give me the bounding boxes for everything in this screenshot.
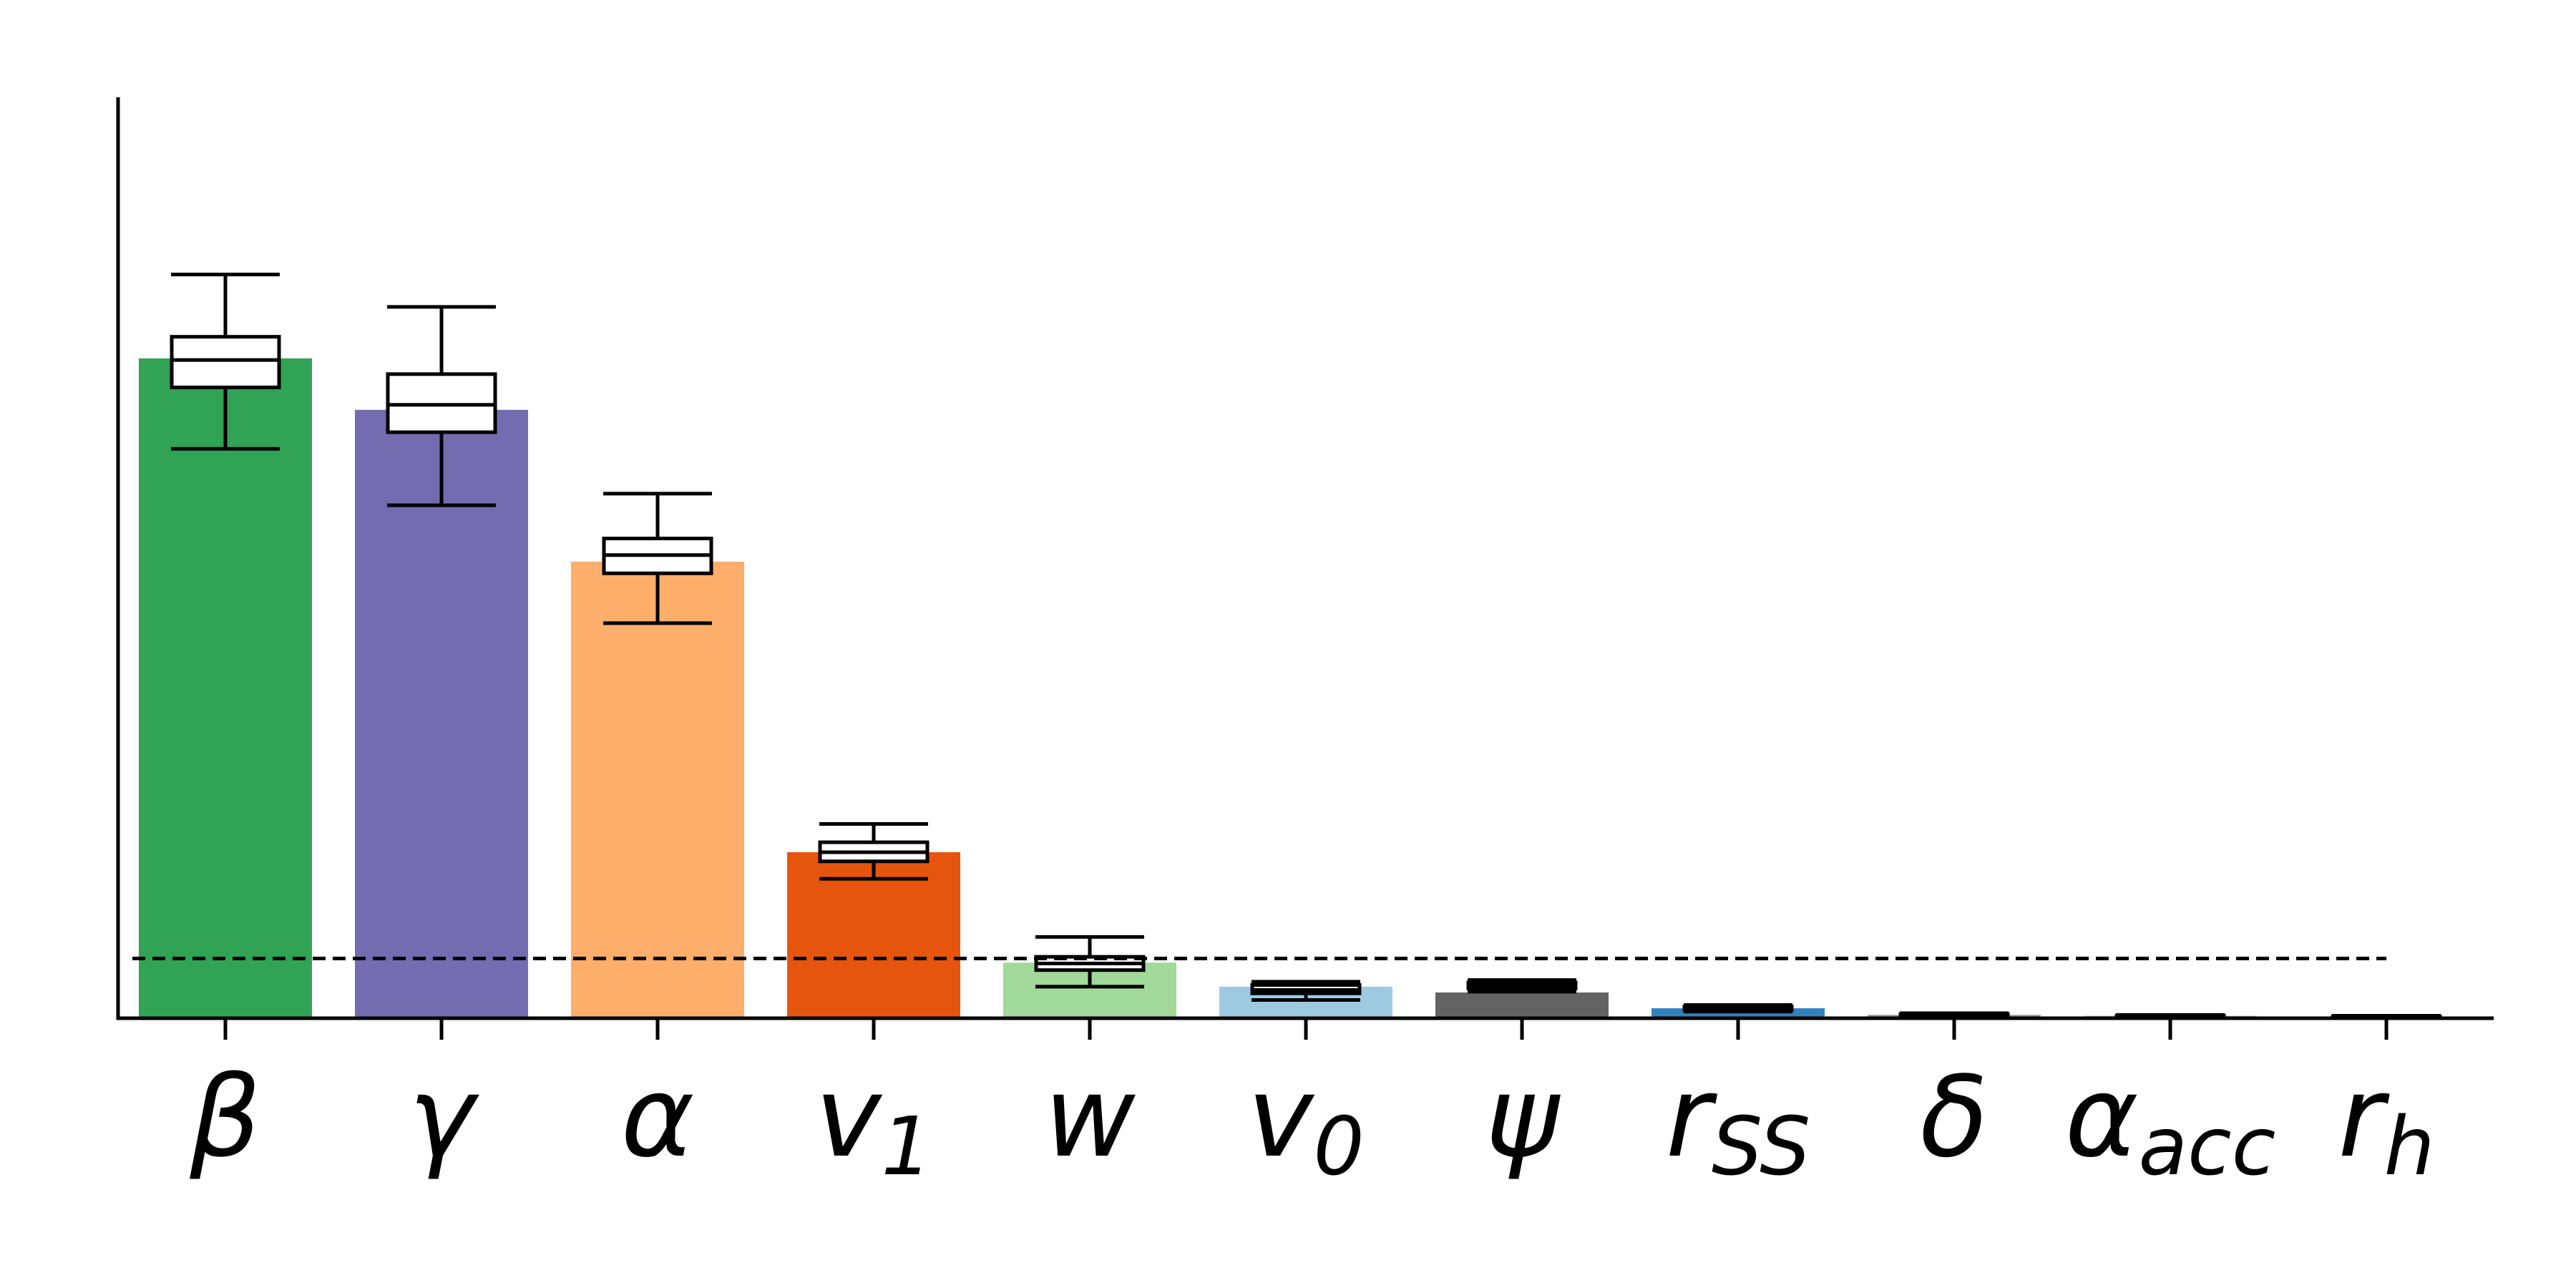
x-tick-label-base-8: δ xyxy=(1920,1052,1988,1182)
bar-6 xyxy=(1435,992,1609,1018)
box-0 xyxy=(170,335,281,389)
boxplot-0 xyxy=(170,273,281,451)
x-tick-label-2: α xyxy=(621,1052,695,1182)
x-tick-label-3: v1 xyxy=(815,1052,932,1194)
boxplot-1 xyxy=(386,305,497,507)
x-tick-label-base-2: α xyxy=(621,1052,695,1182)
x-tick-label-9: αacc xyxy=(2065,1052,2276,1194)
boxplot-5 xyxy=(1250,980,1362,1002)
x-tick-label-0: β xyxy=(189,1052,261,1182)
x-tick-label-base-9: α xyxy=(2065,1052,2139,1182)
boxplot-7 xyxy=(1682,1002,1794,1014)
x-tick-label-base-10: r xyxy=(2338,1052,2390,1182)
x-tick-label-base-4: w xyxy=(1044,1052,1136,1182)
x-tick-label-10: rh xyxy=(2338,1052,2434,1194)
boxplot-2 xyxy=(602,492,713,625)
bar-2 xyxy=(571,562,744,1018)
x-ticks-layer xyxy=(223,1018,2389,1040)
x-tick-label-subscript-3: 1 xyxy=(882,1101,932,1194)
x-tick-label-6: ψ xyxy=(1485,1052,1561,1182)
x-tick-label-subscript-5: 0 xyxy=(1314,1101,1365,1194)
boxplot-6 xyxy=(1466,978,1578,994)
x-tick-label-base-0: β xyxy=(189,1052,261,1182)
boxplot-8 xyxy=(1898,1011,2010,1019)
x-tick-label-subscript-10: h xyxy=(2384,1101,2435,1194)
x-tick-label-base-6: ψ xyxy=(1485,1052,1561,1182)
x-tick-label-7: rSS xyxy=(1666,1052,1810,1194)
x-tick-label-subscript-9: acc xyxy=(2139,1101,2276,1194)
x-tick-label-base-1: γ xyxy=(409,1052,480,1182)
bar-1 xyxy=(355,409,528,1018)
x-tick-label-1: γ xyxy=(409,1052,480,1182)
x-tick-labels-layer: β γ α v1 w v0 ψ rSS δ αacc rh xyxy=(189,1052,2434,1194)
x-tick-label-5: v0 xyxy=(1247,1052,1365,1194)
x-tick-label-subscript-7: SS xyxy=(1712,1101,1810,1194)
x-tick-label-8: δ xyxy=(1920,1052,1988,1182)
x-tick-label-base-3: v xyxy=(815,1052,883,1182)
x-tick-label-base-7: r xyxy=(1666,1052,1718,1182)
x-tick-label-base-5: v xyxy=(1247,1052,1315,1182)
boxplot-3 xyxy=(818,822,930,881)
bar-0 xyxy=(139,358,312,1018)
bars-layer xyxy=(139,358,2473,1018)
x-tick-label-4: w xyxy=(1044,1052,1136,1182)
